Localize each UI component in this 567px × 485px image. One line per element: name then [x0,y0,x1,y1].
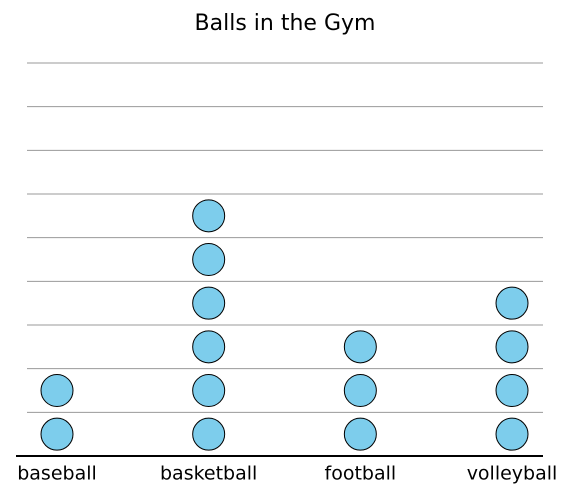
ball-icon [40,374,74,407]
ball-icon [495,374,529,407]
ball-icon [343,330,377,364]
x-tick-label: football [325,463,397,485]
ball-icon [40,417,74,451]
ball-icon [192,199,226,233]
x-tick-label: volleyball [467,463,558,485]
ball-icon [495,417,529,451]
ball-icon [192,330,226,364]
ball-icon [192,417,226,451]
ball-icon [192,286,226,320]
ball-icon [343,374,377,407]
ball-icon [495,286,529,320]
ball-icon [192,374,226,407]
chart-title: Balls in the Gym [195,11,376,36]
ball-icon [495,330,529,364]
x-tick-label: basketball [160,463,257,485]
ball-icon [192,243,226,276]
x-tick-label: baseball [17,463,97,485]
ball-icon [343,417,377,451]
